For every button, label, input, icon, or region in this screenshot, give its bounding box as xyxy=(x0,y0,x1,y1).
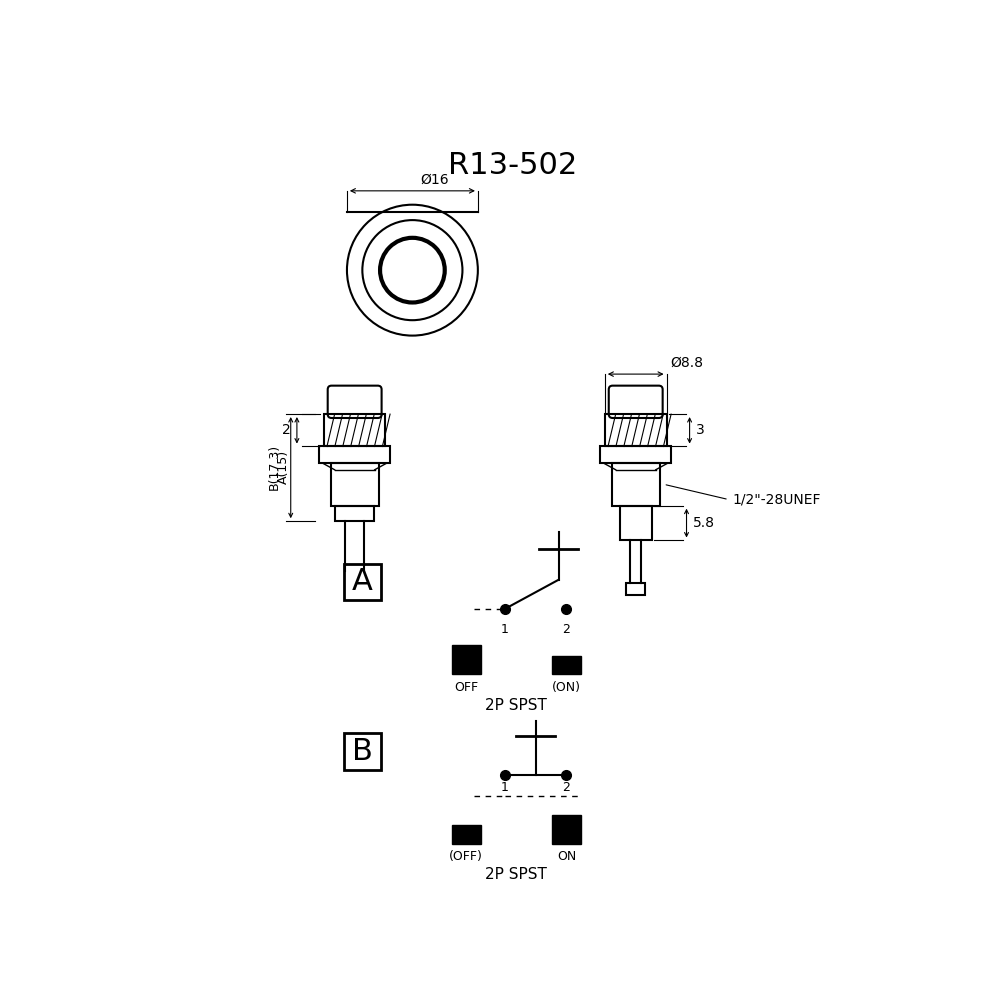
Bar xyxy=(612,463,660,506)
Text: 5.8: 5.8 xyxy=(693,516,715,530)
Bar xyxy=(319,446,390,463)
Bar xyxy=(452,825,481,844)
Bar xyxy=(620,506,652,540)
Bar xyxy=(600,446,671,463)
Text: 2: 2 xyxy=(562,623,570,636)
Bar xyxy=(452,645,481,674)
Text: 2P SPST: 2P SPST xyxy=(485,698,547,712)
Bar xyxy=(324,414,385,446)
Bar xyxy=(605,414,667,446)
Text: R13-502: R13-502 xyxy=(448,151,577,180)
Text: ON: ON xyxy=(557,850,576,863)
Bar xyxy=(331,463,379,506)
Text: A: A xyxy=(352,568,373,596)
Text: A(15): A(15) xyxy=(277,450,290,484)
Text: 1: 1 xyxy=(501,781,509,794)
Text: OFF: OFF xyxy=(454,681,478,694)
Bar xyxy=(335,506,374,521)
Text: 2: 2 xyxy=(562,781,570,794)
Text: B(17.3): B(17.3) xyxy=(267,444,280,490)
Text: 1/2"-28UNEF: 1/2"-28UNEF xyxy=(733,493,821,507)
Bar xyxy=(552,815,581,844)
Text: (OFF): (OFF) xyxy=(449,850,483,863)
Text: 3: 3 xyxy=(696,423,705,437)
Text: Ø8.8: Ø8.8 xyxy=(670,355,703,369)
Text: 2P SPST: 2P SPST xyxy=(485,867,547,882)
Bar xyxy=(626,583,645,595)
Text: B: B xyxy=(352,737,373,766)
Bar xyxy=(552,656,581,674)
Text: (ON): (ON) xyxy=(552,681,581,694)
Text: Ø16: Ø16 xyxy=(420,172,449,186)
Text: 1: 1 xyxy=(501,623,509,636)
Text: 2: 2 xyxy=(282,423,291,437)
